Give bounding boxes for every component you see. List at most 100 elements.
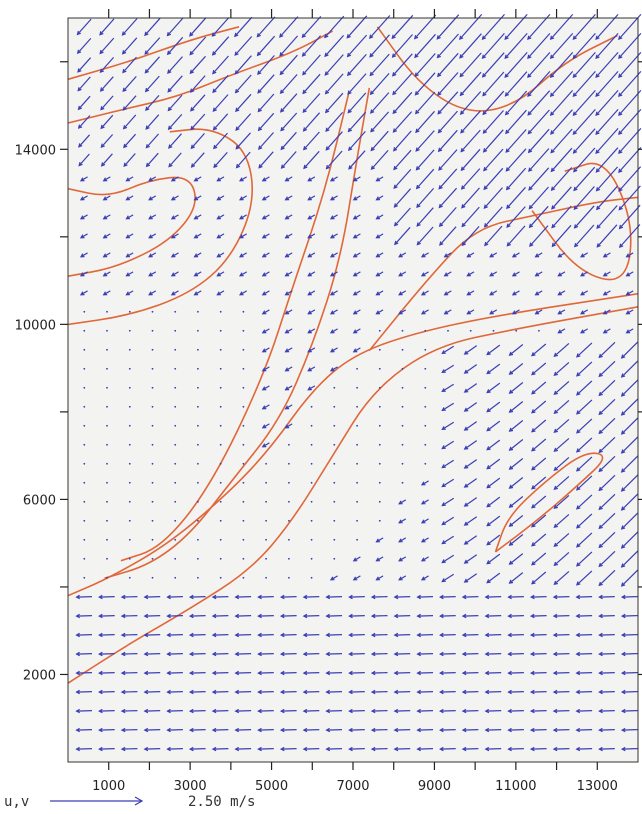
wind-vector — [324, 35, 345, 58]
wind-vector — [506, 206, 526, 228]
wind-vector — [307, 290, 316, 296]
wind-vector — [174, 462, 177, 465]
wind-vector — [120, 708, 138, 714]
wind-vector — [598, 670, 615, 676]
wind-vector — [75, 594, 93, 600]
wind-vector — [486, 496, 501, 508]
wind-vector — [486, 534, 501, 546]
x-tick-label: 13000 — [577, 779, 618, 794]
wind-vector — [398, 575, 407, 581]
wind-vector — [598, 474, 616, 492]
wind-vector — [190, 133, 205, 150]
wind-vector — [511, 309, 520, 315]
wind-vector — [307, 366, 316, 372]
wind-vector — [151, 481, 154, 484]
reference-vector-label: u,v — [4, 794, 29, 810]
wind-vector — [598, 550, 616, 568]
wind-vector — [121, 37, 138, 55]
wind-vector — [128, 367, 131, 370]
wind-vector — [356, 386, 358, 389]
wind-vector — [125, 271, 134, 277]
wind-vector — [575, 727, 593, 733]
wind-vector — [511, 271, 520, 277]
wind-vector — [439, 613, 456, 619]
wind-vector — [460, 129, 481, 153]
wind-vector — [439, 594, 456, 600]
wind-vector — [531, 495, 547, 509]
wind-vector — [239, 252, 247, 258]
wind-vector — [352, 271, 361, 277]
wind-vector — [333, 386, 336, 389]
wind-vector — [420, 537, 429, 543]
wind-vector — [144, 37, 161, 55]
wind-vector — [420, 499, 429, 505]
wind-vector — [310, 557, 313, 560]
wind-vector — [602, 252, 611, 258]
wind-vector — [486, 382, 501, 394]
wind-vector — [392, 130, 412, 152]
wind-vector — [392, 72, 413, 96]
wind-vector — [484, 708, 502, 714]
wind-vector — [212, 74, 229, 94]
wind-vector — [100, 95, 114, 111]
contour-c1 — [67, 306, 639, 684]
wind-vector — [188, 632, 206, 638]
wind-vector — [280, 112, 298, 132]
wind-vector — [288, 538, 290, 541]
wind-vector — [212, 94, 229, 112]
wind-vector — [438, 187, 458, 209]
wind-vector — [265, 576, 267, 579]
wind-vector — [620, 727, 638, 733]
wind-vector — [461, 746, 479, 752]
wind-vector — [333, 462, 336, 465]
wind-vector — [234, 727, 252, 733]
wind-vector — [529, 594, 547, 600]
wind-vector — [333, 500, 336, 503]
wind-vector — [424, 329, 427, 332]
wind-vector — [441, 345, 455, 355]
wind-vector — [284, 385, 293, 391]
wind-vector — [352, 290, 361, 296]
wind-vector — [148, 176, 157, 182]
wind-vector — [284, 176, 293, 182]
wind-vector — [167, 94, 183, 112]
wind-vector — [420, 575, 429, 581]
wind-vector — [534, 290, 543, 296]
wind-vector — [307, 309, 316, 315]
wind-vector — [598, 360, 616, 378]
wind-vector — [620, 455, 639, 473]
wind-vector — [356, 462, 358, 465]
wind-vector — [302, 651, 320, 657]
wind-vector — [415, 130, 435, 152]
wind-vector — [325, 594, 343, 600]
wind-vector — [531, 343, 547, 357]
wind-vector — [333, 481, 336, 484]
contour-c5 — [67, 128, 254, 326]
wind-vector — [301, 35, 322, 57]
wind-vector — [197, 424, 199, 427]
wind-vector — [197, 462, 199, 465]
wind-vector — [242, 500, 245, 503]
wind-vector — [106, 462, 108, 465]
wind-vector — [99, 37, 115, 55]
wind-vector — [148, 290, 157, 296]
wind-vector — [234, 594, 252, 600]
wind-vector — [484, 613, 502, 619]
wind-vector — [505, 148, 527, 172]
wind-vector — [507, 651, 524, 657]
wind-vector — [552, 670, 570, 676]
wind-vector — [416, 689, 434, 695]
wind-vector — [261, 442, 270, 448]
wind-vector — [441, 554, 455, 564]
wind-vector — [288, 481, 290, 484]
wind-vector — [212, 55, 229, 75]
wind-vector — [420, 556, 429, 562]
wind-vector — [553, 418, 570, 434]
wind-vector — [618, 166, 642, 192]
wind-vector — [618, 147, 642, 173]
wind-vector — [549, 14, 574, 41]
wind-vector — [219, 329, 222, 332]
wind-vector — [378, 367, 381, 370]
wind-vector — [531, 400, 547, 414]
wind-vector — [166, 689, 183, 695]
